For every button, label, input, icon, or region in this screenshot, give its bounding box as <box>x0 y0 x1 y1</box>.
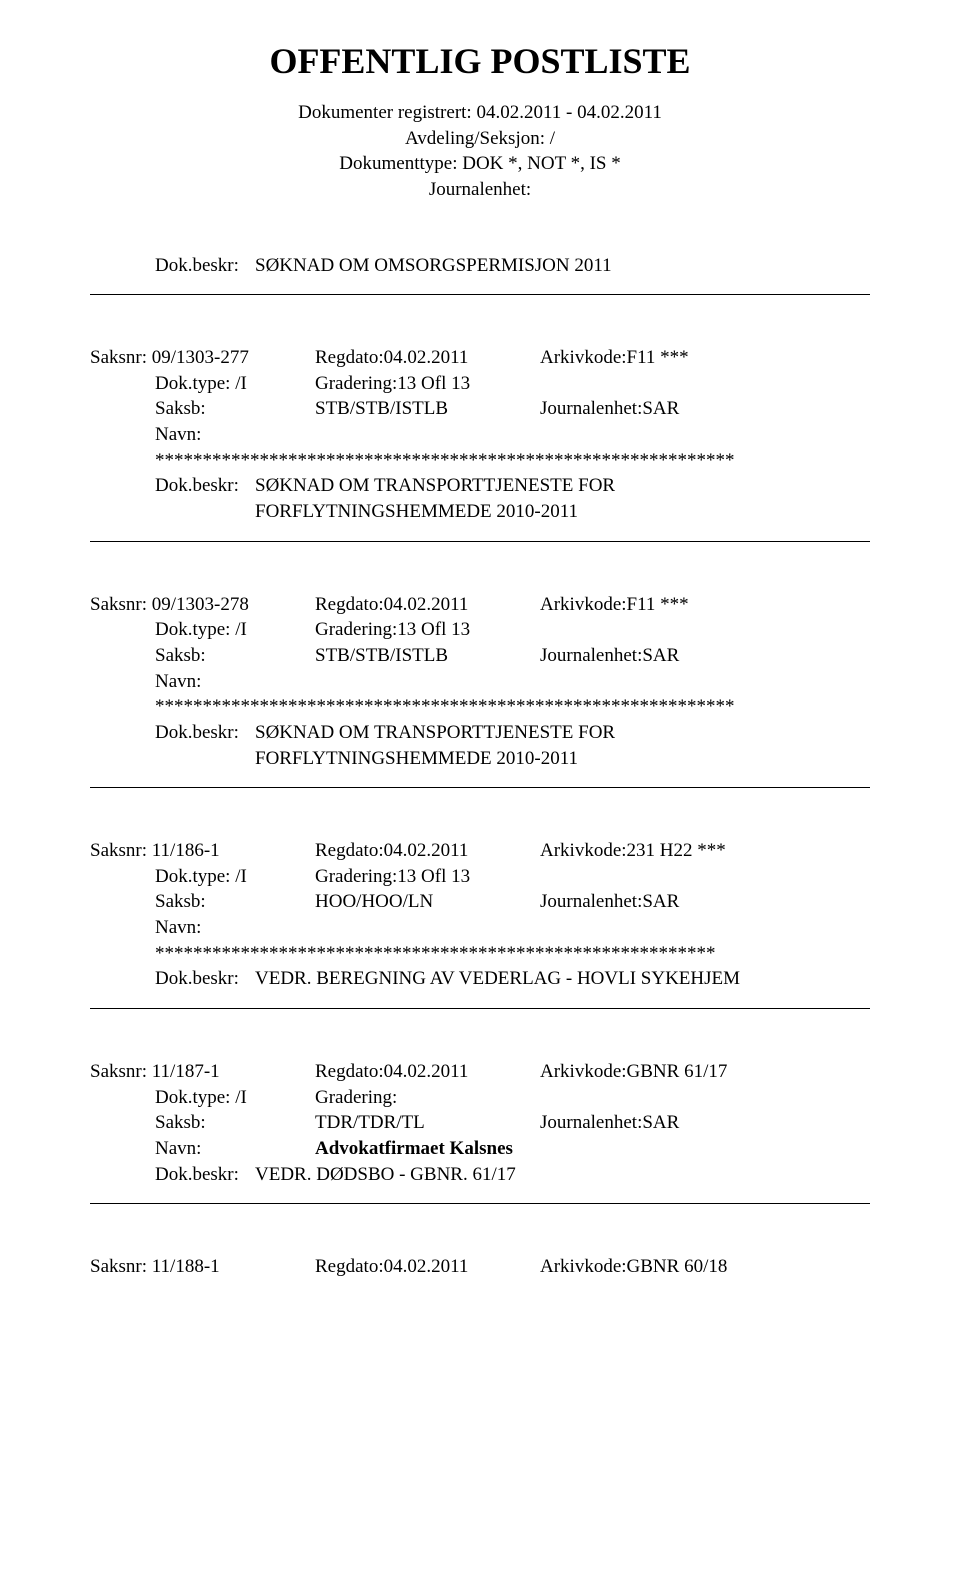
doktype: Dok.type: /I <box>155 1085 315 1111</box>
navn-value: Advokatfirmaet Kalsnes <box>315 1136 513 1162</box>
beskr-value: SØKNAD OM TRANSPORTTJENESTE FOR <box>255 473 870 499</box>
journalenhet: Journalenhet:SAR <box>540 1110 679 1136</box>
doktype: Dok.type: /I <box>155 371 315 397</box>
beskr-value-line2: FORFLYTNINGSHEMMEDE 2010-2011 <box>255 746 870 772</box>
gradering: Gradering:13 Ofl 13 <box>315 617 470 643</box>
saksb-label: Saksb: <box>155 643 315 669</box>
beskr-label-empty <box>155 746 255 772</box>
regdato: Regdato:04.02.2011 <box>315 1059 540 1085</box>
arkivkode: Arkivkode:GBNR 61/17 <box>540 1059 870 1085</box>
arkivkode: Arkivkode:F11 *** <box>540 345 870 371</box>
beskr-value: SØKNAD OM TRANSPORTTJENESTE FOR <box>255 720 870 746</box>
entry: Saksnr: 11/188-1Regdato:04.02.2011Arkivk… <box>90 1254 870 1280</box>
saksnr: Saksnr: 11/186-1 <box>90 838 315 864</box>
arkivkode: Arkivkode:F11 *** <box>540 592 870 618</box>
journalenhet: Journalenhet:SAR <box>540 396 679 422</box>
navn-label: Navn: <box>155 915 315 941</box>
beskr-label: Dok.beskr: <box>155 253 255 279</box>
doktype: Dok.type: /I <box>155 617 315 643</box>
saksb-value: STB/STB/ISTLB <box>315 396 540 422</box>
gradering: Gradering: <box>315 1085 397 1111</box>
entry: Saksnr: 09/1303-277Regdato:04.02.2011Ark… <box>90 345 870 541</box>
entry: Saksnr: 09/1303-278Regdato:04.02.2011Ark… <box>90 592 870 788</box>
beskr-value: VEDR. DØDSBO - GBNR. 61/17 <box>255 1162 870 1188</box>
stars-line: ****************************************… <box>90 694 870 720</box>
beskr-label-empty <box>155 499 255 525</box>
entry-separator <box>90 294 870 295</box>
entry-separator <box>90 1203 870 1204</box>
navn-label: Navn: <box>155 669 315 695</box>
header-block: Dokumenter registrert: 04.02.2011 - 04.0… <box>90 100 870 203</box>
navn-label: Navn: <box>155 422 315 448</box>
beskr-value: SØKNAD OM OMSORGSPERMISJON 2011 <box>255 253 870 279</box>
beskr-label: Dok.beskr: <box>155 473 255 499</box>
beskr-label: Dok.beskr: <box>155 966 255 992</box>
saksnr: Saksnr: 11/188-1 <box>90 1254 315 1280</box>
journalenhet: Journalenhet:SAR <box>540 889 679 915</box>
saksb-value: STB/STB/ISTLB <box>315 643 540 669</box>
entry: Saksnr: 11/186-1Regdato:04.02.2011Arkivk… <box>90 838 870 1009</box>
regdato: Regdato:04.02.2011 <box>315 592 540 618</box>
header-line-1: Dokumenter registrert: 04.02.2011 - 04.0… <box>90 100 870 126</box>
arkivkode: Arkivkode:231 H22 *** <box>540 838 870 864</box>
entry: Saksnr: 11/187-1Regdato:04.02.2011Arkivk… <box>90 1059 870 1204</box>
entry-separator <box>90 541 870 542</box>
saksnr: Saksnr: 09/1303-278 <box>90 592 315 618</box>
stars-line: ****************************************… <box>90 941 870 967</box>
saksnr: Saksnr: 11/187-1 <box>90 1059 315 1085</box>
regdato: Regdato:04.02.2011 <box>315 1254 540 1280</box>
journalenhet: Journalenhet:SAR <box>540 643 679 669</box>
saksb-value: TDR/TDR/TL <box>315 1110 540 1136</box>
header-line-3: Dokumenttype: DOK *, NOT *, IS * <box>90 151 870 177</box>
saksb-label: Saksb: <box>155 889 315 915</box>
regdato: Regdato:04.02.2011 <box>315 838 540 864</box>
saksb-label: Saksb: <box>155 396 315 422</box>
header-line-2: Avdeling/Seksjon: / <box>90 126 870 152</box>
saksb-label: Saksb: <box>155 1110 315 1136</box>
entry: Dok.beskr:SØKNAD OM OMSORGSPERMISJON 201… <box>90 253 870 296</box>
beskr-label: Dok.beskr: <box>155 1162 255 1188</box>
gradering: Gradering:13 Ofl 13 <box>315 864 470 890</box>
beskr-label: Dok.beskr: <box>155 720 255 746</box>
saksb-value: HOO/HOO/LN <box>315 889 540 915</box>
entry-separator <box>90 1008 870 1009</box>
regdato: Regdato:04.02.2011 <box>315 345 540 371</box>
doktype: Dok.type: /I <box>155 864 315 890</box>
gradering: Gradering:13 Ofl 13 <box>315 371 470 397</box>
stars-line: ****************************************… <box>90 448 870 474</box>
header-line-4: Journalenhet: <box>90 177 870 203</box>
arkivkode: Arkivkode:GBNR 60/18 <box>540 1254 870 1280</box>
saksnr: Saksnr: 09/1303-277 <box>90 345 315 371</box>
page-title: OFFENTLIG POSTLISTE <box>90 40 870 82</box>
entry-separator <box>90 787 870 788</box>
navn-label: Navn: <box>155 1136 315 1162</box>
beskr-value-line2: FORFLYTNINGSHEMMEDE 2010-2011 <box>255 499 870 525</box>
beskr-value: VEDR. BEREGNING AV VEDERLAG - HOVLI SYKE… <box>255 966 870 992</box>
